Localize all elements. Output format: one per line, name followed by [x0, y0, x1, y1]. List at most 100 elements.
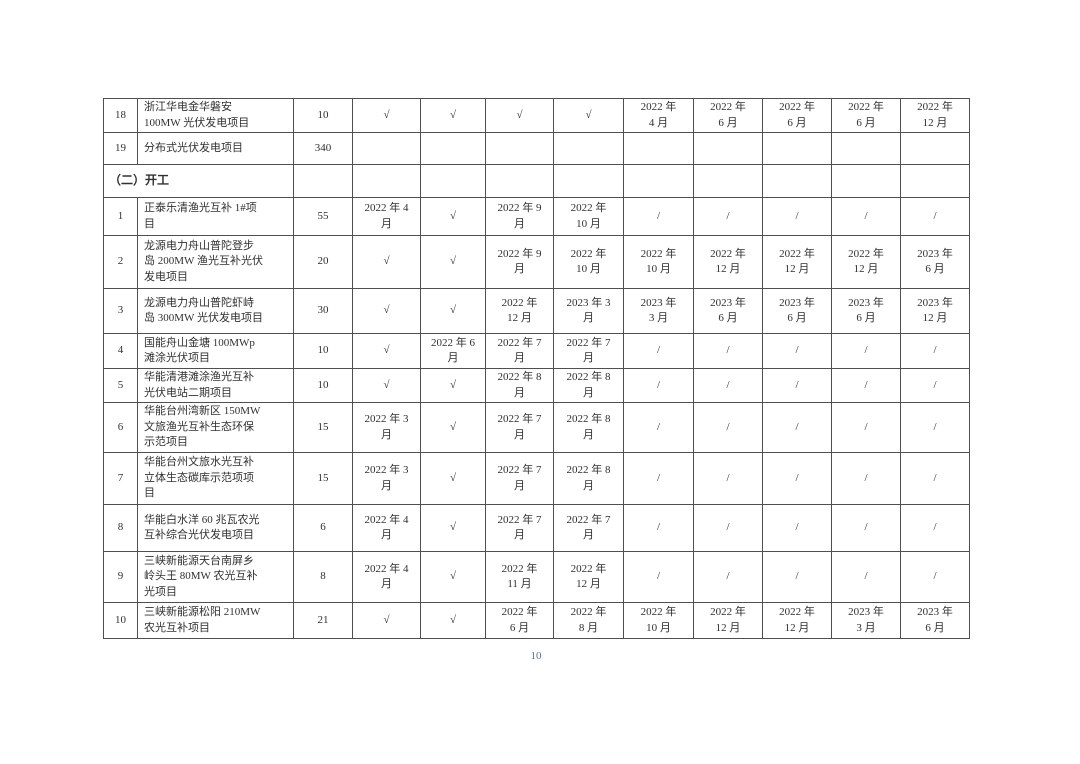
row-index-cell: 2 [103, 235, 138, 289]
table-row: 5 华能清港滩涂渔光互补 光伏电站二期项目 10 √ √ 2022 年 8 月 2022 年… [103, 368, 970, 403]
milestone-cell: 2023 年 6 月 [900, 602, 970, 639]
milestone-cell: 2022 年 4 月 [352, 551, 421, 603]
milestone-cell: 2023 年 6 月 [900, 235, 970, 289]
milestone-cell: / [762, 333, 832, 369]
milestone-cell: / [693, 504, 763, 552]
page-number: 10 [530, 650, 542, 662]
milestone-cell: / [762, 452, 832, 505]
milestone-cell: 2022 年 12 月 [485, 288, 554, 334]
milestone-cell: 2023 年 6 月 [762, 288, 832, 334]
milestone-cell: / [623, 368, 694, 403]
milestone-cell: √ [420, 452, 486, 505]
capacity-cell: 15 [293, 452, 353, 505]
milestone-cell: / [900, 551, 970, 603]
milestone-cell: 2022 年 7 月 [553, 504, 624, 552]
milestone-cell: / [762, 368, 832, 403]
capacity-cell: 21 [293, 602, 353, 639]
milestone-cell [693, 132, 763, 165]
empty-cell [420, 164, 486, 198]
section-label: （二）开工 [103, 164, 294, 198]
milestone-cell: 2022 年 8 月 [553, 602, 624, 639]
project-name-cell: 正泰乐清渔光互补 1#项 目 [137, 197, 294, 236]
milestone-cell: 2022 年 7 月 [485, 452, 554, 505]
row-index-cell: 7 [103, 452, 138, 505]
milestone-cell: 2023 年 12 月 [900, 288, 970, 334]
milestone-cell: 2022 年 7 月 [485, 504, 554, 552]
milestone-cell: √ [352, 333, 421, 369]
milestone-cell: 2023 年 6 月 [831, 288, 901, 334]
row-index-cell: 3 [103, 288, 138, 334]
empty-cell [900, 164, 970, 198]
milestone-cell: / [900, 368, 970, 403]
milestone-cell: √ [485, 98, 554, 133]
milestone-cell: √ [420, 504, 486, 552]
milestone-cell: √ [352, 602, 421, 639]
capacity-cell: 340 [293, 132, 353, 165]
table-row: 19 分布式光伏发电项目 340 [103, 132, 970, 165]
empty-cell [762, 164, 832, 198]
milestone-cell: √ [352, 98, 421, 133]
milestone-cell: / [623, 452, 694, 505]
table-row: 8 华能白水洋 60 兆瓦农光 互补综合光伏发电项目 6 2022 年 4 月 √ 202… [103, 504, 970, 552]
empty-cell [623, 164, 694, 198]
table-row: 2 龙源电力舟山普陀登步 岛 200MW 渔光互补光伏 发电项目 20 √ √ 2022 … [103, 235, 970, 289]
milestone-cell: 2022 年 10 月 [623, 602, 694, 639]
milestone-cell [900, 132, 970, 165]
milestone-cell: / [693, 368, 763, 403]
project-name-cell: 华能清港滩涂渔光互补 光伏电站二期项目 [137, 368, 294, 403]
milestone-cell: / [831, 504, 901, 552]
milestone-cell: / [900, 452, 970, 505]
milestone-cell: / [900, 197, 970, 236]
row-index-cell: 1 [103, 197, 138, 236]
milestone-cell [485, 132, 554, 165]
capacity-cell: 15 [293, 402, 353, 453]
milestone-cell: / [693, 333, 763, 369]
milestone-cell: / [623, 333, 694, 369]
project-name-cell: 华能白水洋 60 兆瓦农光 互补综合光伏发电项目 [137, 504, 294, 552]
milestone-cell: 2023 年 6 月 [693, 288, 763, 334]
milestone-cell: 2023 年 3 月 [553, 288, 624, 334]
project-name-cell: 浙江华电金华磐安 100MW 光伏发电项目 [137, 98, 294, 133]
empty-cell [293, 164, 353, 198]
milestone-cell: √ [420, 602, 486, 639]
milestone-cell: √ [553, 98, 624, 133]
milestone-cell: 2022 年 10 月 [553, 235, 624, 289]
milestone-cell: √ [420, 402, 486, 453]
table-row: 3 龙源电力舟山普陀虾峙 岛 300MW 光伏发电项目 30 √ √ 2022 年 12 … [103, 288, 970, 334]
milestone-cell: / [623, 551, 694, 603]
milestone-cell: / [623, 504, 694, 552]
milestone-cell: / [623, 402, 694, 453]
milestone-cell: / [762, 504, 832, 552]
empty-cell [352, 164, 421, 198]
milestone-cell: 2022 年 12 月 [693, 602, 763, 639]
project-name-cell: 国能舟山金塘 100MWp 滩涂光伏项目 [137, 333, 294, 369]
row-index-cell: 6 [103, 402, 138, 453]
milestone-cell: 2022 年 6 月 [420, 333, 486, 369]
milestone-cell: √ [420, 235, 486, 289]
capacity-cell: 8 [293, 551, 353, 603]
capacity-cell: 10 [293, 98, 353, 133]
empty-cell [831, 164, 901, 198]
milestone-cell: / [762, 402, 832, 453]
project-name-cell: 华能台州文旅水光互补 立体生态碳库示范项项 目 [137, 452, 294, 505]
milestone-cell: 2023 年 3 月 [623, 288, 694, 334]
milestone-cell: 2022 年 8 月 [485, 368, 554, 403]
milestone-cell: / [831, 197, 901, 236]
milestone-cell: / [693, 551, 763, 603]
milestone-cell: √ [420, 197, 486, 236]
row-index-cell: 18 [103, 98, 138, 133]
milestone-cell: 2022 年 8 月 [553, 402, 624, 453]
table-row: 7 华能台州文旅水光互补 立体生态碳库示范项项 目 15 2022 年 3 月 √ 202… [103, 452, 970, 505]
capacity-cell: 20 [293, 235, 353, 289]
empty-cell [485, 164, 554, 198]
milestone-cell: 2022 年 8 月 [553, 452, 624, 505]
project-name-cell: 三峡新能源松阳 210MW 农光互补项目 [137, 602, 294, 639]
capacity-cell: 30 [293, 288, 353, 334]
milestone-cell: √ [352, 288, 421, 334]
table-row: 1 正泰乐清渔光互补 1#项 目 55 2022 年 4 月 √ 2022 年 9 月 20… [103, 197, 970, 236]
milestone-cell: / [762, 551, 832, 603]
row-index-cell: 9 [103, 551, 138, 603]
milestone-cell: 2022 年 6 月 [693, 98, 763, 133]
